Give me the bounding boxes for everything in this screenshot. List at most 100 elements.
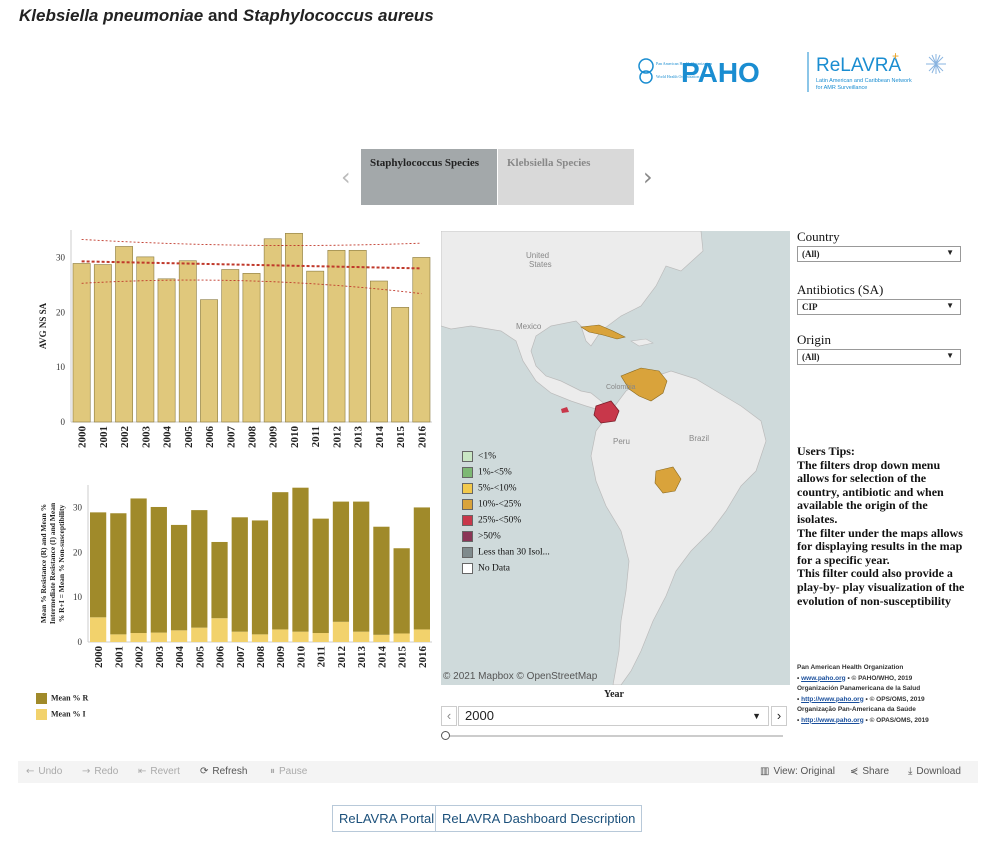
relavra-sub-line1: Latin American and Caribbean Network [816,78,912,84]
x-tick-label: 2007 [235,646,247,669]
org-link[interactable]: www.paho.org [801,674,846,682]
org-link[interactable]: http://www.paho.org [801,695,864,703]
legend-swatch [462,499,473,510]
relavra-portal-button[interactable]: ReLAVRA Portal [332,805,442,832]
bar-mean-i [272,629,289,642]
x-tick-label: 2011 [310,426,322,447]
bar-mean-i [231,631,248,642]
x-tick-label: 2006 [204,426,216,449]
tab-next-arrow-icon[interactable]: › [643,163,653,191]
bar-mean-r [393,548,410,634]
year-select[interactable]: 2000 ▼ [458,706,769,726]
bar-mean-r [150,506,167,633]
bar [136,256,155,423]
year-next-button[interactable]: › [771,706,787,726]
user-tips-body: The filters drop down menu allows for se… [797,457,965,608]
bar [178,260,197,423]
origin-filter-label: Origin [797,332,831,347]
paho-small-text: Pan American Health Organization [656,61,712,66]
bar-mean-i [393,633,410,642]
bar [306,270,325,423]
x-tick-label: 2012 [331,426,343,449]
pause-button[interactable]: ⏸ Pause [270,766,308,777]
x-tick-label: 2002 [134,646,146,669]
bar-mean-r [251,520,269,635]
org-link[interactable]: http://www.paho.org [801,716,864,724]
origin-select[interactable]: (All) ▼ [797,349,961,365]
country-ecuador [593,400,620,424]
sunburst-icon [926,54,946,74]
country-select[interactable]: (All) ▼ [797,246,961,262]
bar-mean-i [251,634,269,642]
x-tick-label: 2002 [119,426,131,449]
bar-mean-r [292,487,309,632]
x-tick-label: 2005 [183,426,195,449]
bar [157,278,176,423]
bar-mean-i [150,632,167,642]
bar [221,269,240,423]
y-axis-label: Intermediate Resistance (I) and Mean [48,502,57,624]
relavra-description-button[interactable]: ReLAVRA Dashboard Description [435,805,643,832]
land-cuba [580,324,626,340]
bar [348,249,367,423]
map-label-mexico: Mexico [516,322,542,331]
x-tick-label: 2003 [154,646,166,669]
x-tick-label: 2014 [374,426,386,449]
land-north-america [441,231,704,417]
bar-mean-r [373,526,390,635]
view-original-button[interactable]: ▥ View: Original [760,766,835,777]
download-icon: ⤓ [908,766,913,777]
undo-button[interactable]: ← Undo [26,766,63,777]
legend-swatch [36,693,47,704]
bar-mean-r [110,513,127,635]
legend-swatch [36,709,47,720]
stacked-resistance-chart: 0 10 20 30 Mean % Resistance (R) and Mean % I… [39,485,432,669]
bar-mean-r [231,517,248,632]
x-tick-label: 2008 [255,646,267,669]
map[interactable]: United States Mexico Colombia Peru Brazi… [441,231,790,685]
year-slider-handle[interactable] [441,731,450,740]
year-slider-track[interactable] [445,735,783,737]
refresh-button[interactable]: ⟳ Refresh [200,766,248,777]
svg-text:+: + [892,49,899,63]
bar [242,273,261,423]
bar [369,280,388,423]
x-tick-label: 2015 [395,426,407,449]
map-legend-item: 25%-<50% [462,515,521,526]
x-tick-label: 2004 [162,426,174,449]
org-credits: Pan American Health Organization • www.p… [797,664,929,724]
tab-prev-arrow-icon[interactable]: ‹ [341,163,351,191]
bar [200,299,218,423]
confidence-band-upper [81,238,422,246]
bar-mean-i [90,617,107,642]
x-tick-label: 2010 [295,646,307,669]
revert-button[interactable]: ⇤ Revert [138,766,180,777]
bar [412,257,431,423]
refresh-icon: ⟳ [200,766,209,777]
x-tick-label: 2015 [397,646,409,669]
antibiotics-select[interactable]: CIP ▼ [797,299,961,315]
revert-icon: ⇤ [138,766,147,777]
tab-staphylococcus[interactable]: Staphylococcus Species [361,149,497,205]
bar-mean-i [191,627,208,642]
legend-swatch [462,467,473,478]
x-tick-label: 2009 [275,646,287,669]
legend-mean-r: Mean % R [36,693,88,704]
page-title: Klebsiella pneumoniae and Staphylococcus… [19,6,434,25]
map-legend-item: >50% [462,531,501,542]
year-prev-button[interactable]: ‹ [441,706,457,726]
x-tick-label: 2014 [376,646,388,669]
redo-button[interactable]: → Redo [82,766,119,777]
map-label-peru: Peru [613,437,630,446]
x-tick-label: 2012 [336,646,348,669]
relavra-wordmark: ReLAVRA [816,55,902,76]
y-tick-label: 0 [78,637,83,647]
bar-mean-r [413,507,430,630]
land-galapagos [561,407,569,413]
download-button[interactable]: ⤓ Download [908,766,961,777]
year-value: 2000 [465,708,494,723]
tab-klebsiella[interactable]: Klebsiella Species [498,149,634,205]
bar [115,246,134,423]
country-paraguay [654,466,682,494]
share-button[interactable]: ⋞ Share [850,766,890,777]
